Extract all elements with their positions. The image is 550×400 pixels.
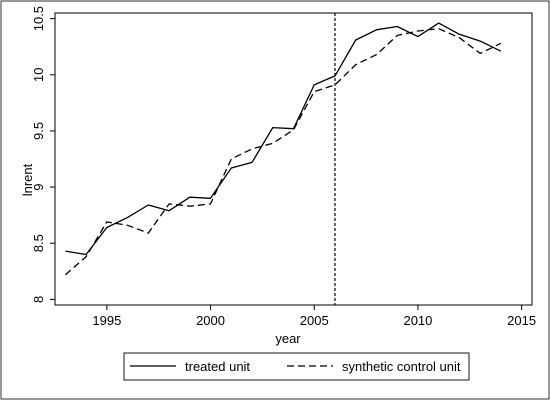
legend-box: [123, 352, 470, 381]
x-tick-label: 2000: [196, 313, 225, 328]
plot-area: [64, 13, 502, 305]
plot-frame: [54, 12, 533, 306]
x-tick-label: 2010: [403, 313, 432, 328]
x-tick-label: 2015: [507, 313, 536, 328]
axes: 1995 2000 2005 2010 2015 8 8.5 9 9.5 10 10.5: [31, 6, 536, 328]
y-axis-label: lnrent: [20, 163, 35, 196]
legend-label-treated-unit: treated unit: [185, 359, 250, 374]
y-tick-label: 10: [31, 68, 46, 82]
y-tick-label: 8.5: [31, 234, 46, 252]
y-tick-label: 10.5: [31, 6, 46, 31]
y-tick-label: 9: [31, 183, 46, 190]
series-line-synthetic-control-unit: [64, 28, 502, 276]
x-axis-label: year: [275, 331, 301, 346]
legend-label-synthetic-control-unit: synthetic control unit: [342, 359, 461, 374]
x-tick-label: 2005: [300, 313, 329, 328]
x-tick-label: 1995: [92, 313, 121, 328]
y-tick-label: 9.5: [31, 122, 46, 140]
legend: treated unit synthetic control unit: [123, 352, 470, 381]
y-tick-label: 8: [31, 296, 46, 303]
